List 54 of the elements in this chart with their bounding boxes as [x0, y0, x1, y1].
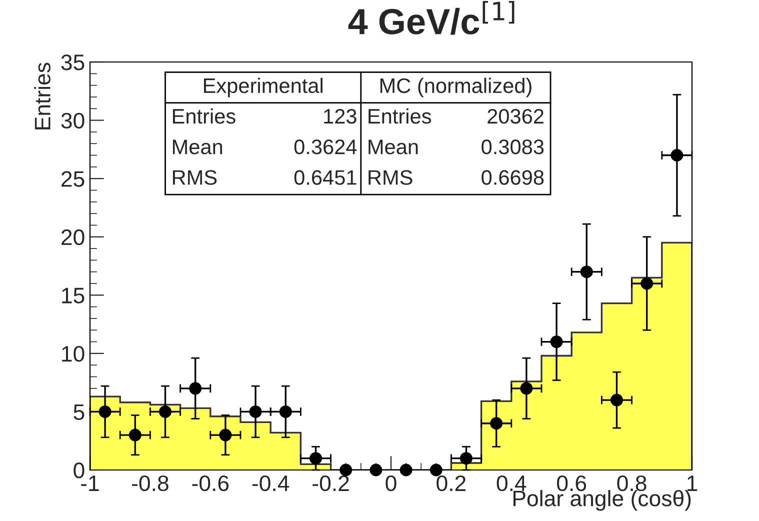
annotation: 0.6451 — [294, 170, 356, 185]
point — [430, 464, 442, 476]
annotation: 20362 — [488, 108, 544, 124]
point — [159, 405, 172, 418]
point — [279, 405, 292, 418]
annotation: 123 — [324, 108, 356, 124]
point — [400, 464, 412, 476]
annotation: Experimental — [204, 78, 322, 98]
point — [98, 405, 112, 418]
point — [310, 452, 322, 465]
y-tick-label: 25 — [62, 171, 84, 187]
y-axis-title: Entries — [34, 62, 50, 130]
point — [189, 382, 202, 395]
annotation: 0.3083 — [482, 140, 544, 154]
point — [460, 452, 472, 465]
point — [219, 428, 232, 442]
point — [370, 464, 382, 476]
point — [128, 428, 142, 442]
annotation: MC (normalized) — [380, 78, 532, 98]
annotation: Entries — [172, 108, 236, 124]
point — [340, 464, 352, 476]
annotation: 0.3624 — [294, 140, 357, 154]
x-tick-label: 0.2 — [436, 475, 466, 492]
point — [249, 405, 262, 418]
annotation: Entries — [368, 108, 432, 124]
point — [550, 336, 563, 348]
x-tick-label: 0 — [386, 475, 396, 492]
annotation: Mean — [368, 140, 418, 154]
point — [520, 382, 533, 395]
y-tick-label: 30 — [61, 112, 84, 129]
x-tick-label: -0.4 — [252, 475, 290, 492]
y-tick-label: 15 — [62, 288, 84, 304]
y-tick-label: 35 — [61, 54, 84, 70]
annotation: RMS — [368, 170, 412, 185]
point — [610, 394, 623, 406]
x-tick-label: 1 — [688, 476, 698, 491]
x-tick-label: 0.4 — [496, 475, 526, 492]
y-tick-label: 5 — [74, 404, 84, 420]
x-tick-label: -0.2 — [312, 475, 349, 492]
x-tick-label: -0.6 — [192, 475, 229, 492]
x-tick-label: -0.8 — [132, 475, 168, 492]
point — [580, 266, 593, 278]
x-tick-label: 0.6 — [557, 475, 586, 492]
annotation: 0.6698 — [482, 170, 544, 185]
annotation: Mean — [172, 140, 222, 154]
point — [670, 149, 684, 162]
point — [640, 277, 654, 290]
x-tick-label: 0.8 — [617, 475, 646, 492]
y-tick-label: 10 — [62, 346, 84, 362]
annotation: RMS — [172, 170, 217, 185]
point — [490, 417, 503, 430]
y-tick-label: 20 — [62, 229, 84, 246]
chart-title: 4 GeV/c$^{[1]}$ — [348, 1, 514, 35]
x-axis-title: Polar angle (cosθ) — [513, 490, 691, 511]
